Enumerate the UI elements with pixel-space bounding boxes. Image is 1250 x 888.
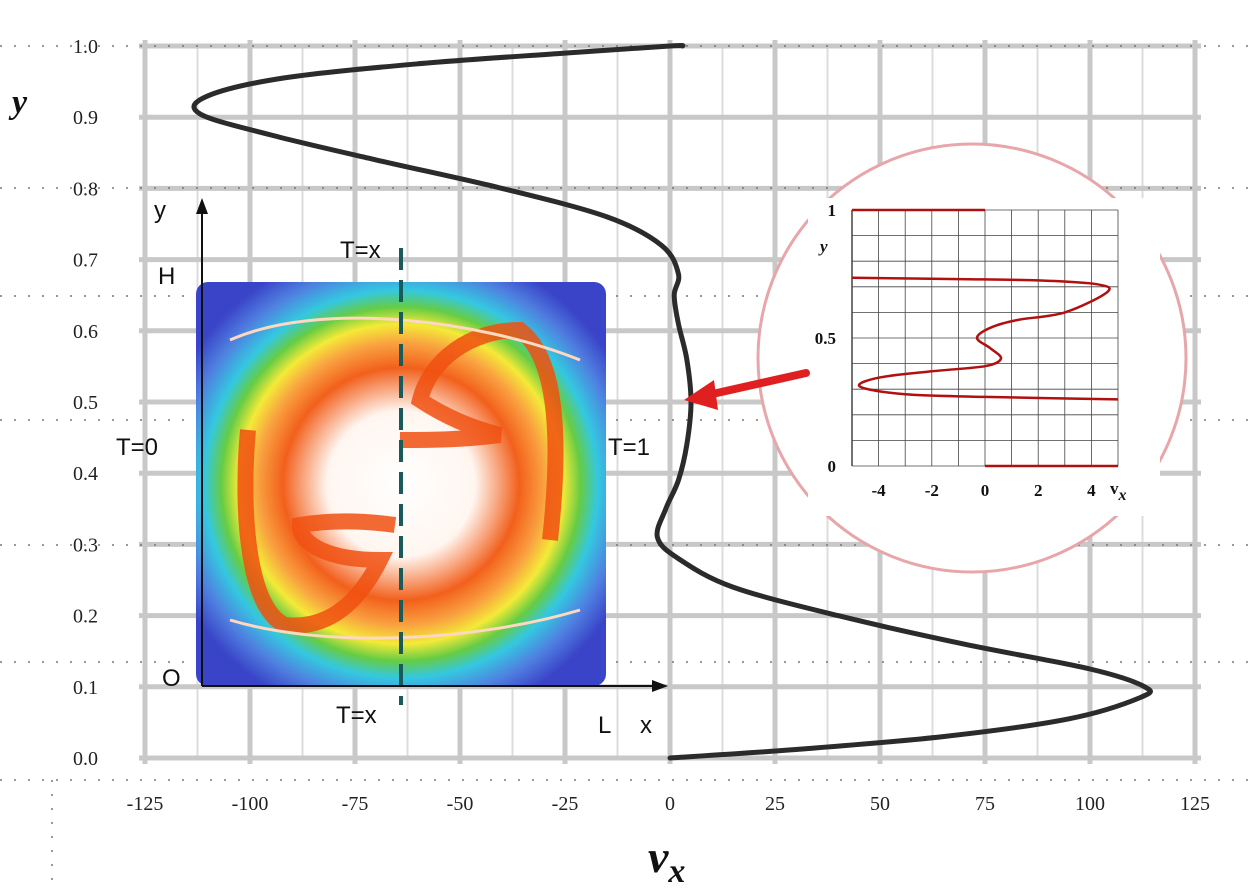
cavity-streamlines (229, 316, 581, 640)
inset-tick-labels: -4 -2 0 2 4 0 0.5 1 (815, 201, 1096, 500)
x-tick-labels: -125 -100 -75 -50 -25 0 25 50 75 100 125 (127, 793, 1210, 815)
x-axis-title-sub: x (667, 853, 685, 888)
x-tick-label: -50 (447, 793, 474, 815)
x-tick-label: 0 (665, 793, 675, 815)
inset: -4 -2 0 2 4 0 0.5 1 y vx (756, 142, 1188, 574)
y-tick-label: 0.7 (73, 250, 98, 272)
x-axis-title-main: v (648, 831, 669, 882)
y-tick-label: 0.3 (73, 534, 98, 556)
cavity-length-label: L (598, 712, 611, 739)
inset-x-tick-label: 0 (981, 481, 990, 500)
vortex-upper-right (399, 321, 564, 541)
origin-label: O (162, 665, 181, 692)
inset-velocity-curve (851, 276, 1119, 401)
inset-y-tick-label: 1 (828, 201, 837, 220)
y-tick-label: 0.6 (73, 321, 98, 343)
arrow-head (684, 380, 718, 410)
pointer-arrow (684, 369, 810, 410)
right-boundary-label: T=1 (608, 434, 650, 461)
top-boundary-label: T=x (340, 237, 381, 264)
x-tick-label: -125 (127, 793, 164, 815)
cavity-y-arrowhead (196, 198, 208, 214)
cavity-x-label: x (640, 712, 652, 739)
inset-x-tick-label: -4 (872, 481, 887, 500)
y-tick-label: 0.9 (73, 107, 98, 129)
y-tick-label: 0.4 (73, 463, 98, 485)
inset-x-tick-label: -2 (925, 481, 939, 500)
inset-y-tick-label: 0.5 (815, 329, 836, 348)
arrow-shaft (704, 369, 810, 399)
main-velocity-curve (191, 42, 1153, 761)
y-tick-label: 0.5 (73, 392, 98, 414)
y-axis-title: y (8, 84, 28, 121)
x-tick-label: 100 (1075, 793, 1105, 815)
inset-x-axis-title-main: v (1110, 479, 1119, 498)
y-tick-label: 0.2 (73, 606, 98, 628)
x-tick-label: 75 (975, 793, 995, 815)
cavity-x-arrowhead (652, 680, 668, 692)
x-tick-label: 25 (765, 793, 785, 815)
cavity-y-label: y (154, 197, 166, 224)
bottom-boundary-label: T=x (336, 702, 377, 729)
y-tick-label: 0.8 (73, 178, 98, 200)
inset-panel (808, 198, 1160, 516)
inset-x-tick-label: 4 (1087, 481, 1096, 500)
y-tick-label: 1.0 (73, 36, 98, 58)
x-tick-label: -25 (552, 793, 579, 815)
inset-grid (851, 209, 1119, 467)
x-tick-label: 125 (1180, 793, 1210, 815)
y-tick-labels: 0.0 0.1 0.2 0.3 0.4 0.5 0.6 0.7 0.8 0.9 1.0 (73, 36, 98, 770)
y-tick-label: 0.0 (73, 748, 98, 770)
x-tick-label: -100 (232, 793, 269, 815)
x-axis-title: vx (648, 831, 685, 888)
left-boundary-label: T=0 (116, 434, 158, 461)
inset-y-axis-title: y (818, 237, 828, 256)
inset-y-tick-label: 0 (828, 457, 837, 476)
vortex-lower-left (237, 429, 397, 634)
inset-x-axis-title: vx (1110, 479, 1127, 504)
y-tick-label: 0.1 (73, 677, 98, 699)
inset-x-tick-label: 2 (1034, 481, 1043, 500)
inset-x-axis-title-sub: x (1118, 487, 1127, 504)
x-tick-label: 50 (870, 793, 890, 815)
x-tick-label: -75 (342, 793, 369, 815)
streamline-light (229, 608, 581, 640)
cavity-figure: y H T=x T=x T=0 T=1 O L x (116, 197, 668, 739)
cavity-height-label: H (158, 263, 175, 290)
